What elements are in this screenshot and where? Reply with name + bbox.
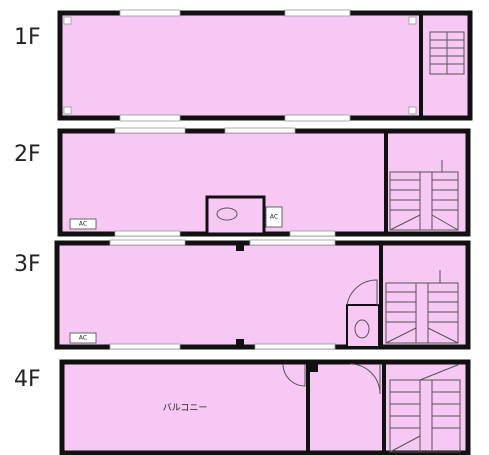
column <box>63 16 72 25</box>
floor-1f: 1F <box>14 9 473 122</box>
ac-label: AC <box>79 221 87 228</box>
door <box>282 363 306 387</box>
window <box>109 239 186 246</box>
ac-unit <box>69 218 97 230</box>
ac-label: AC <box>270 214 278 221</box>
toilet-bowl <box>216 207 238 221</box>
column <box>408 106 417 115</box>
floor-4f: 4F バルコニー <box>14 359 471 455</box>
window <box>224 127 296 134</box>
window <box>114 230 181 237</box>
floor-label: 4F <box>14 367 41 392</box>
stairs <box>389 363 461 453</box>
window <box>289 230 336 237</box>
room <box>57 10 473 121</box>
toilet <box>205 195 266 236</box>
room <box>54 240 471 350</box>
window <box>284 9 351 17</box>
stairs <box>385 270 459 344</box>
window <box>109 343 181 350</box>
ac-label: AC <box>79 335 87 342</box>
window <box>249 239 336 246</box>
balcony-label: バルコニー <box>163 403 208 414</box>
column <box>308 362 318 372</box>
window <box>119 114 181 122</box>
door <box>346 279 378 306</box>
floor-label: 1F <box>14 25 41 50</box>
toilet <box>346 304 380 348</box>
toilet-bowl <box>354 319 370 339</box>
window <box>119 9 181 17</box>
ac-unit <box>265 206 283 228</box>
room <box>59 359 471 455</box>
stairs <box>389 160 459 231</box>
floor-3f: 3F AC <box>14 239 471 350</box>
floor-2f: 2F AC AC <box>14 127 471 237</box>
column <box>63 106 72 115</box>
floor-label: 2F <box>14 142 41 167</box>
floor-label: 3F <box>14 252 41 277</box>
stairs <box>429 31 465 75</box>
column <box>236 243 244 251</box>
column <box>236 339 244 347</box>
ac-unit <box>69 332 97 344</box>
window <box>254 343 336 350</box>
window <box>114 127 186 134</box>
column <box>408 16 417 25</box>
door <box>349 363 381 395</box>
window <box>284 114 351 122</box>
